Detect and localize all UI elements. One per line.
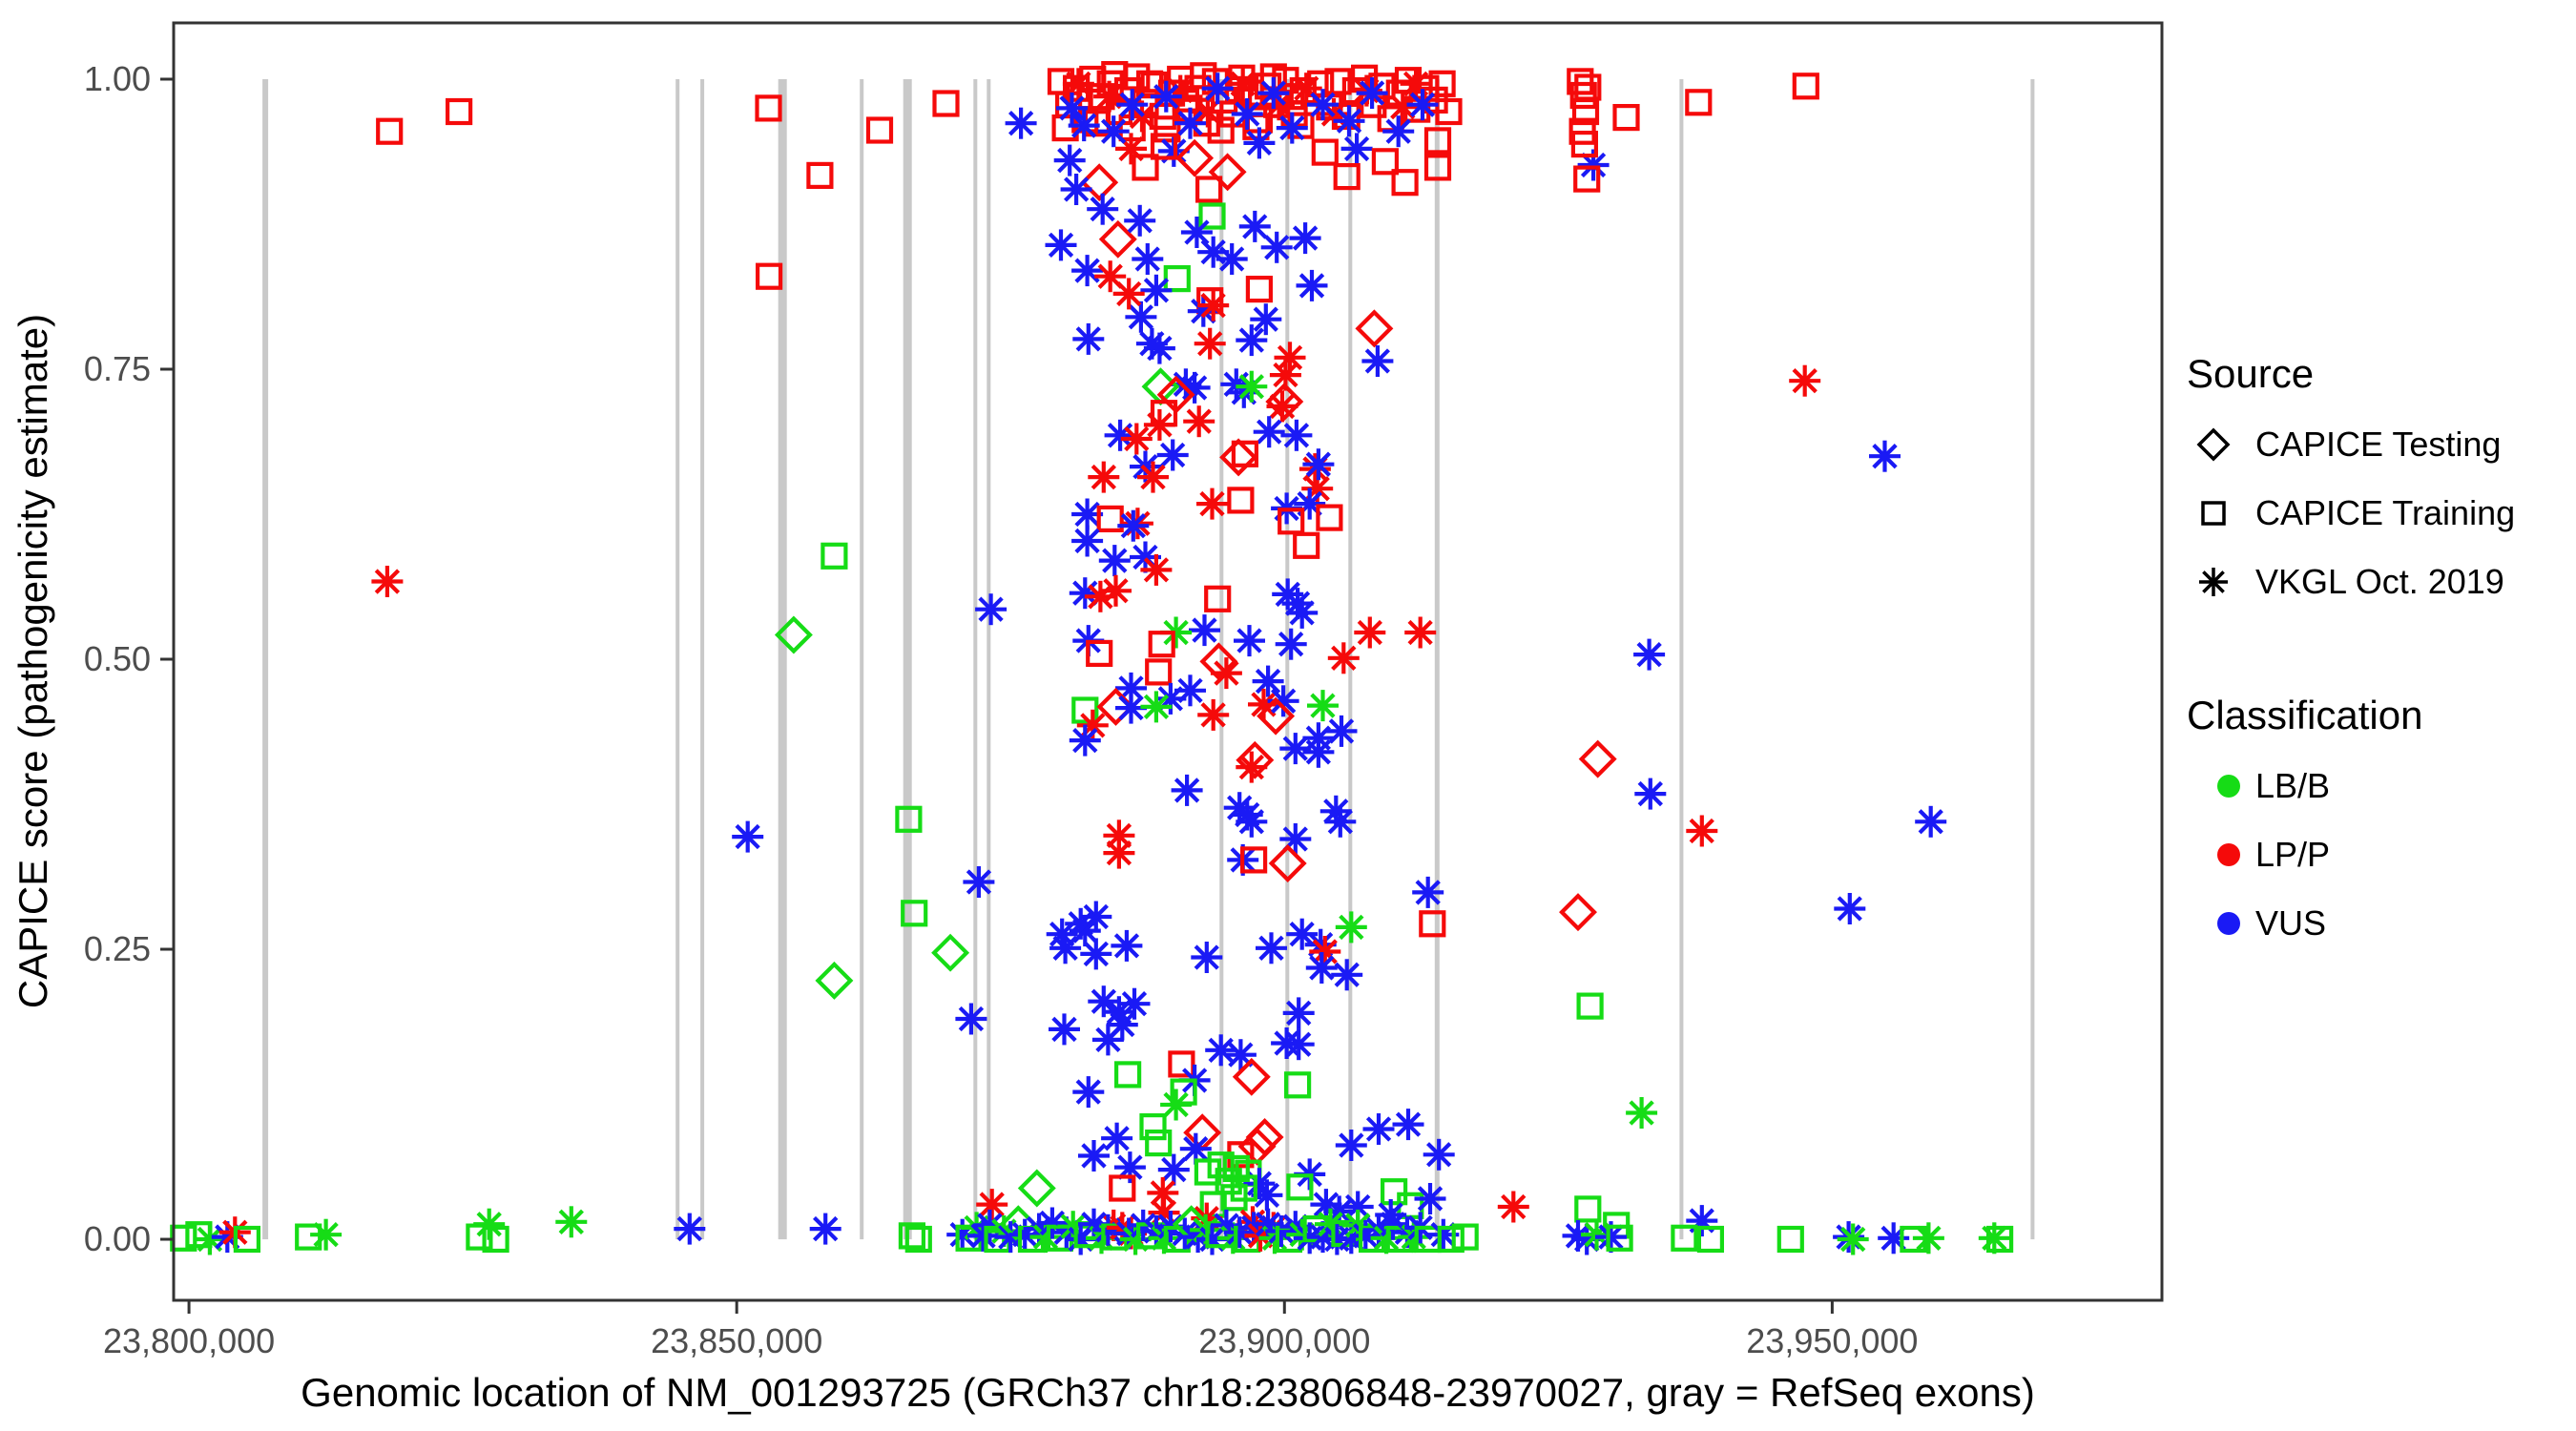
refseq-exon-line [1679,79,1684,1240]
lpp-dot-icon [2217,843,2240,866]
legend-label: CAPICE Training [2255,493,2516,532]
legend-label: LP/P [2255,835,2331,874]
refseq-exon-line [987,79,991,1240]
legend-classification-title: Classification [2187,693,2423,737]
x-tick-label: 23,950,000 [1746,1321,1918,1360]
refseq-exon-line [1434,79,1440,1240]
x-tick-label: 23,800,000 [103,1321,275,1360]
x-axis-title: Genomic location of NM_001293725 (GRCh37… [301,1370,2035,1415]
refseq-exon-line [1219,79,1224,1240]
y-axis-title: CAPICE score (pathogenicity estimate) [10,314,56,1008]
asterisk-icon [2199,568,2228,596]
legend-source-title: Source [2187,351,2315,396]
refseq-exon-line [1285,79,1290,1240]
y-tick-label: 1.00 [84,59,151,98]
y-tick-label: 0.75 [84,349,151,388]
y-tick-label: 0.25 [84,929,151,968]
vus-dot-icon [2217,912,2240,935]
legend-source: Source CAPICE Testing CAPICE Training VK… [2187,351,2515,616]
legend-item-vkgl: VKGL Oct. 2019 [2187,548,2515,616]
legend-label: CAPICE Testing [2255,425,2502,464]
legend-item-lbb: LB/B [2187,752,2422,820]
refseq-exon-line [778,79,787,1240]
legend-label: VUS [2255,903,2327,943]
lbb-dot-icon [2217,775,2240,798]
y-axis-title-text: CAPICE score (pathogenicity estimate) [10,313,55,1009]
plot-panel-border [172,21,2164,1302]
legend-item-capice-testing: CAPICE Testing [2187,410,2515,479]
refseq-exon-line [903,79,912,1240]
legend-label: LB/B [2255,766,2331,805]
refseq-exon-line [262,79,269,1240]
diamond-icon [2196,427,2231,462]
y-tick-label: 0.00 [84,1219,151,1258]
refseq-exon-line [675,79,680,1240]
refseq-exon-line [973,79,978,1240]
square-icon [2201,501,2226,526]
y-tick-label: 0.50 [84,639,151,678]
legend-classification: Classification LB/B LP/P VUS [2187,693,2422,958]
x-tick-label: 23,850,000 [651,1321,822,1360]
legend-item-vus: VUS [2187,889,2422,958]
refseq-exon-line [2030,79,2035,1240]
refseq-exon-line [860,79,864,1240]
refseq-exon-line [700,79,705,1240]
x-tick-label: 23,900,000 [1198,1321,1370,1360]
legend-item-lpp: LP/P [2187,820,2422,889]
legend-item-capice-training: CAPICE Training [2187,479,2515,548]
legend-label: VKGL Oct. 2019 [2255,562,2504,601]
